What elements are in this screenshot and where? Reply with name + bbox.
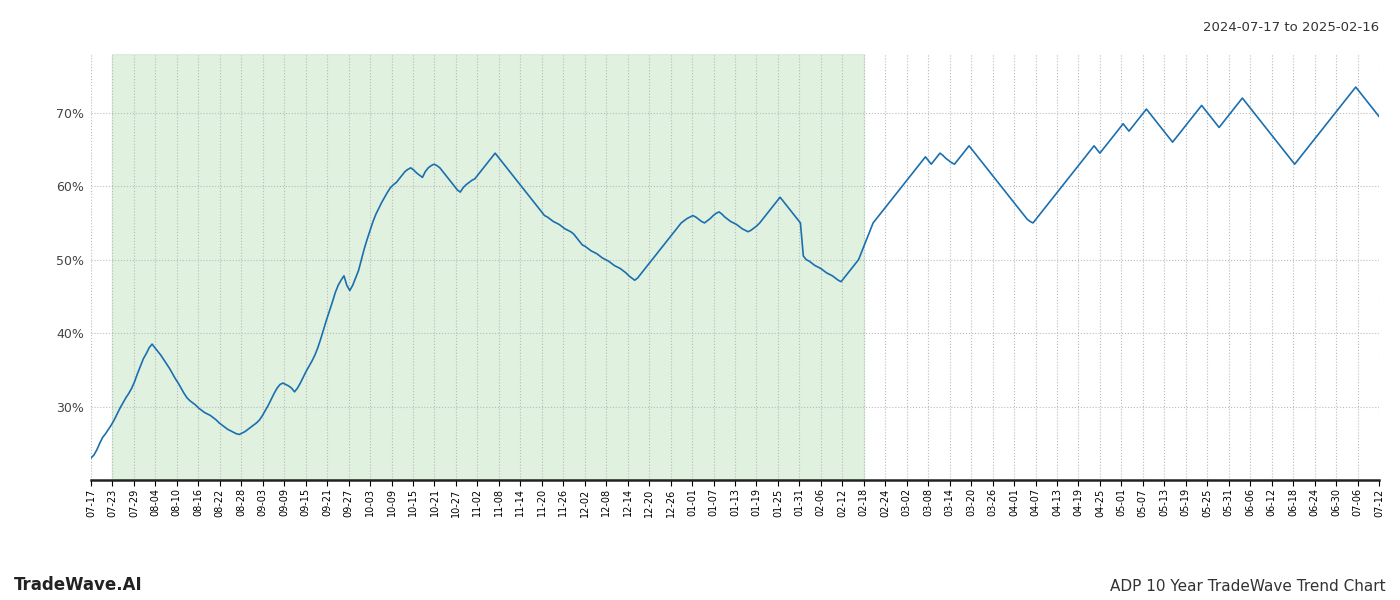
Text: 2024-07-17 to 2025-02-16: 2024-07-17 to 2025-02-16: [1203, 21, 1379, 34]
Bar: [112, 54, 864, 480]
Text: ADP 10 Year TradeWave Trend Chart: ADP 10 Year TradeWave Trend Chart: [1110, 579, 1386, 594]
Text: TradeWave.AI: TradeWave.AI: [14, 576, 143, 594]
